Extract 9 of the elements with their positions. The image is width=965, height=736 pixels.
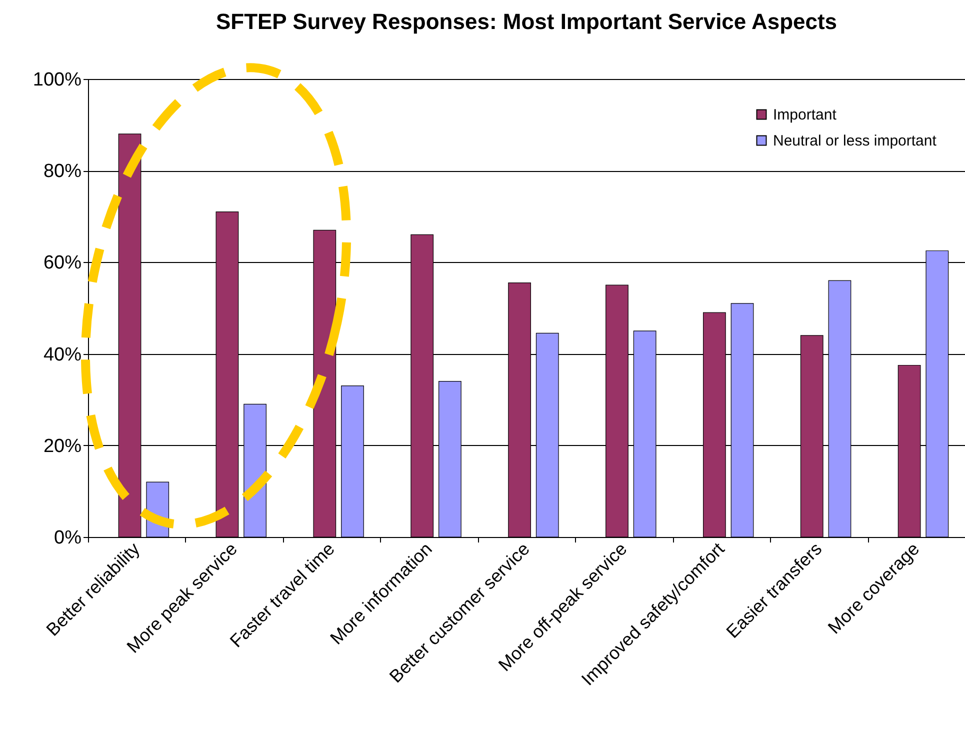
y-tick-label: 100% [32, 70, 82, 90]
chart-title: SFTEP Survey Responses: Most Important Service Aspects [216, 9, 838, 34]
y-tick-label: 40% [43, 344, 82, 366]
y-tick-label: 20% [43, 436, 82, 457]
legend-label: Important [773, 106, 838, 124]
legend-label: Neutral or less important [773, 132, 938, 150]
y-tick-label: 60% [43, 252, 82, 274]
y-tick-label: 0% [54, 528, 82, 548]
y-tick-label: 80% [43, 161, 82, 182]
